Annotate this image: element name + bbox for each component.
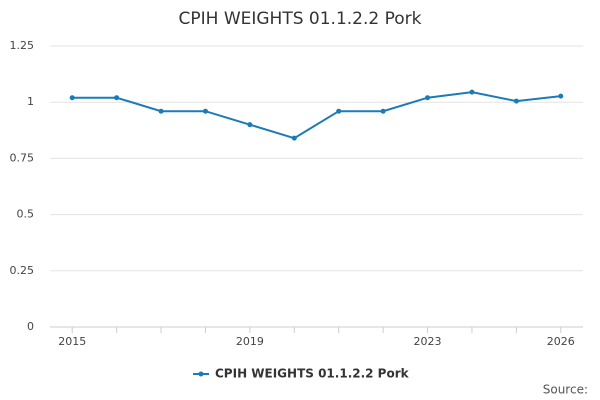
data-point [558, 93, 564, 99]
legend-marker [198, 371, 204, 377]
x-tick-label: 2026 [547, 335, 575, 348]
x-tick-label: 2023 [414, 335, 442, 348]
chart-title: CPIH WEIGHTS 01.1.2.2 Pork [179, 9, 422, 29]
y-tick-label: 0.25 [10, 264, 35, 277]
series-line [72, 91, 561, 140]
y-tick-label: 0.5 [17, 208, 35, 221]
source: Source: [543, 383, 588, 397]
data-point [336, 108, 342, 114]
x-tick-label: 2019 [236, 335, 264, 348]
data-point [425, 95, 431, 101]
legend-label: CPIH WEIGHTS 01.1.2.2 Pork [215, 367, 410, 381]
y-tick-label: 1.25 [10, 39, 35, 52]
x-tick-label: 2015 [58, 335, 86, 348]
data-point [380, 108, 386, 114]
y-tick-label: 0 [27, 320, 34, 333]
data-point [291, 135, 297, 141]
y-tick-label: 1 [27, 95, 34, 108]
y-tick-label: 0.75 [10, 151, 35, 164]
data-point [469, 89, 475, 95]
data-point [513, 98, 519, 104]
data-point [114, 95, 120, 101]
data-point [69, 95, 75, 101]
data-point [158, 108, 164, 114]
data-point [202, 108, 208, 114]
data-point [247, 122, 253, 128]
